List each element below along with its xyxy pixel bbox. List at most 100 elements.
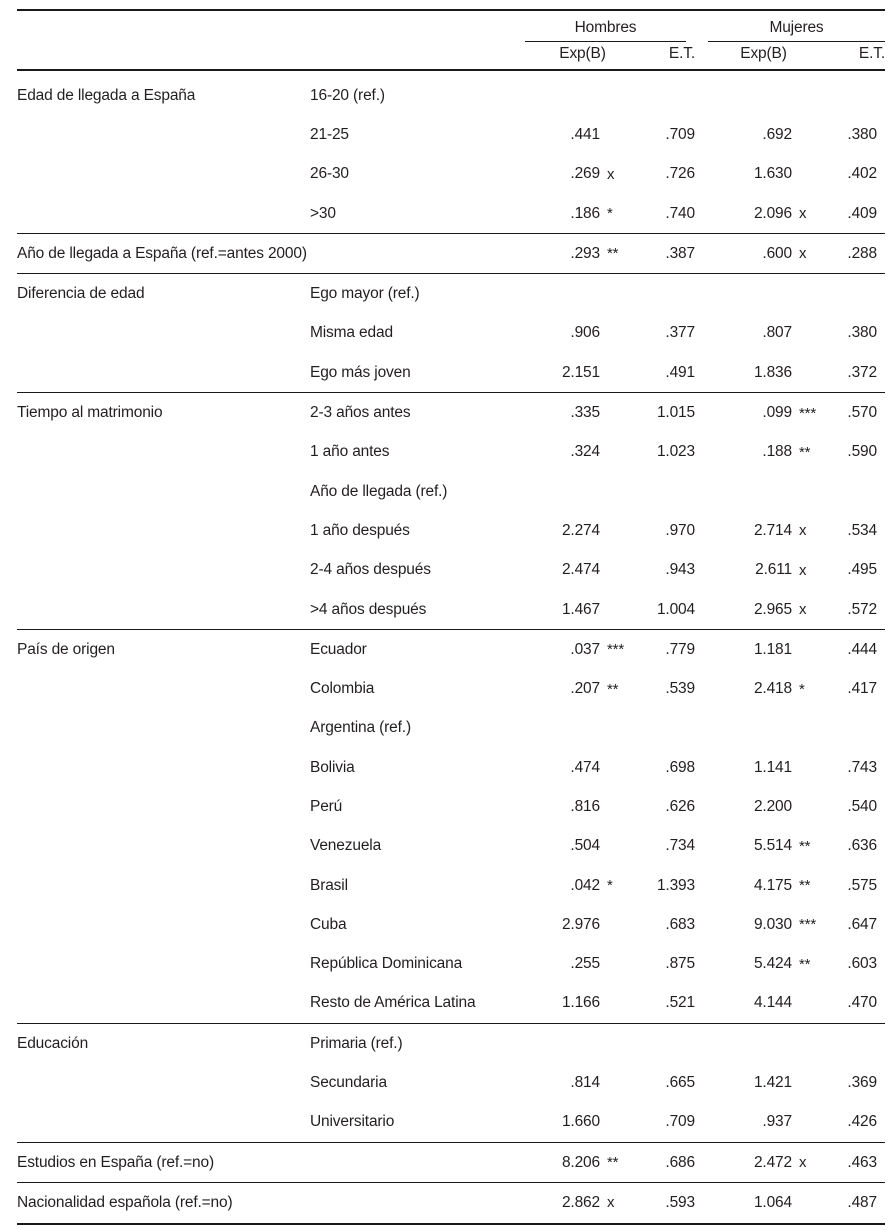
hombres-et-value: .491 xyxy=(665,363,695,381)
hombres-et-value: .521 xyxy=(665,994,695,1012)
category-label: 1 año después xyxy=(310,521,410,539)
table-header: Hombres Mujeres Exp(B) E.T. Exp(B) E.T. xyxy=(17,9,885,71)
table-section: País de origen Ecuador .037 *** .779 1.1… xyxy=(17,629,885,1023)
table-row: Colombia .207 ** .539 2.418 * .417 xyxy=(17,669,885,708)
variable-label: País de origen xyxy=(17,640,115,658)
variable-label: Tiempo al matrimonio xyxy=(17,404,163,422)
mujeres-expb-value: 2.200 xyxy=(753,797,792,815)
hombres-expb-value: 2.274 xyxy=(561,521,600,539)
mujeres-expb-value: 4.175 xyxy=(753,876,792,894)
mujeres-et-value: .534 xyxy=(847,521,877,539)
hombres-expb-value: .906 xyxy=(570,324,600,342)
category-label: Primaria (ref.) xyxy=(310,1034,403,1052)
category-label: 2-3 años antes xyxy=(310,404,411,422)
category-label: Argentina (ref.) xyxy=(310,719,411,737)
hombres-expb-value: 8.206 xyxy=(561,1153,600,1171)
category-label: Universitario xyxy=(310,1113,395,1131)
mujeres-significance-marker: x xyxy=(799,1154,807,1172)
mujeres-et-value: .444 xyxy=(847,640,877,658)
mujeres-et-value: .470 xyxy=(847,994,877,1012)
category-label: 21-25 xyxy=(310,125,349,143)
mujeres-significance-marker: ** xyxy=(799,955,811,973)
hombres-expb-value: .441 xyxy=(570,125,600,143)
hombres-expb-value: .814 xyxy=(570,1074,600,1092)
hombres-et-value: .539 xyxy=(665,680,695,698)
category-label: 26-30 xyxy=(310,165,349,183)
hombres-expb-value: .324 xyxy=(570,443,600,461)
mujeres-et-value: .575 xyxy=(847,876,877,894)
hombres-expb-value: .504 xyxy=(570,837,600,855)
category-label: República Dominicana xyxy=(310,955,463,973)
hombres-expb-value: 1.467 xyxy=(561,600,600,618)
hombres-et-value: .377 xyxy=(665,324,695,342)
table-row: 1 año después 2.274 .970 2.714 x .534 xyxy=(17,511,885,550)
category-label: >30 xyxy=(310,204,336,222)
variable-label: Nacionalidad española (ref.=no) xyxy=(17,1193,233,1211)
hombres-expb-value: .207 xyxy=(570,680,600,698)
category-label: Misma edad xyxy=(310,324,393,342)
hombres-et-value: .734 xyxy=(665,837,695,855)
hombres-expb-value: .037 xyxy=(570,640,600,658)
hombres-et-value: .683 xyxy=(665,915,695,933)
mujeres-expb-value: 9.030 xyxy=(753,915,792,933)
hombres-et-value: 1.023 xyxy=(656,443,695,461)
hombres-expb-value: .042 xyxy=(570,876,600,894)
table-section: Tiempo al matrimonio 2-3 años antes .335… xyxy=(17,392,885,629)
mujeres-expb-value: 4.144 xyxy=(753,994,792,1012)
category-label: 1 año antes xyxy=(310,443,390,461)
hombres-expb-value: 2.862 xyxy=(561,1193,600,1211)
hombres-significance-marker: ** xyxy=(607,245,619,263)
mujeres-expb-value: 2.611 xyxy=(755,561,792,579)
header-hombres-expb: Exp(B) xyxy=(559,45,606,62)
variable-label: Educación xyxy=(17,1034,89,1052)
mujeres-et-value: .743 xyxy=(847,758,877,776)
mujeres-expb-value: .692 xyxy=(762,125,792,143)
variable-label: Estudios en España (ref.=no) xyxy=(17,1153,214,1171)
hombres-significance-marker: *** xyxy=(607,641,625,659)
table-row: Secundaria .814 .665 1.421 .369 xyxy=(17,1063,885,1102)
hombres-et-value: .387 xyxy=(665,244,695,262)
hombres-expb-value: .255 xyxy=(570,955,600,973)
table-row: 21-25 .441 .709 .692 .380 xyxy=(17,115,885,154)
table-section: Educación Primaria (ref.) Secundaria .81… xyxy=(17,1023,885,1142)
mujeres-expb-value: 2.714 xyxy=(753,521,792,539)
hombres-et-value: .698 xyxy=(665,758,695,776)
variable-label: Año de llegada a España (ref.=antes 2000… xyxy=(17,244,307,262)
table-row: Misma edad .906 .377 .807 .380 xyxy=(17,314,885,353)
mujeres-et-value: .487 xyxy=(847,1193,877,1211)
category-label: Venezuela xyxy=(310,837,382,855)
mujeres-et-value: .426 xyxy=(847,1113,877,1131)
hombres-et-value: .943 xyxy=(665,561,695,579)
mujeres-et-value: .647 xyxy=(847,915,877,933)
hombres-significance-marker: x xyxy=(607,1194,615,1212)
hombres-et-value: .709 xyxy=(665,1113,695,1131)
mujeres-expb-value: 1.181 xyxy=(753,640,792,658)
category-label: Brasil xyxy=(310,876,348,894)
category-label: Ego más joven xyxy=(310,363,411,381)
mujeres-et-value: .463 xyxy=(847,1153,877,1171)
mujeres-et-value: .402 xyxy=(847,165,877,183)
mujeres-et-value: .540 xyxy=(847,797,877,815)
table-row: Edad de llegada a España 16-20 (ref.) xyxy=(17,76,885,115)
table-section: Diferencia de edad Ego mayor (ref.) Mism… xyxy=(17,273,885,392)
column-group-mujeres-label: Mujeres xyxy=(708,19,885,42)
mujeres-significance-marker: * xyxy=(799,680,805,698)
variable-label: Edad de llegada a España xyxy=(17,86,196,104)
hombres-et-value: 1.393 xyxy=(656,876,695,894)
hombres-expb-value: 2.976 xyxy=(561,915,600,933)
hombres-expb-value: 2.151 xyxy=(561,363,600,381)
table-body: Edad de llegada a España 16-20 (ref.) 21… xyxy=(17,71,885,1225)
mujeres-expb-value: 1.141 xyxy=(753,758,792,776)
table-row: Ego más joven 2.151 .491 1.836 .372 xyxy=(17,353,885,392)
mujeres-et-value: .288 xyxy=(847,244,877,262)
mujeres-et-value: .572 xyxy=(847,600,877,618)
mujeres-expb-value: 1.064 xyxy=(753,1193,792,1211)
hombres-et-value: .726 xyxy=(665,165,695,183)
mujeres-et-value: .603 xyxy=(847,955,877,973)
mujeres-expb-value: 5.424 xyxy=(753,955,792,973)
hombres-et-value: .665 xyxy=(665,1074,695,1092)
table-row: Educación Primaria (ref.) xyxy=(17,1024,885,1063)
table-row: Estudios en España (ref.=no) 8.206 ** .6… xyxy=(17,1143,885,1182)
mujeres-expb-value: 1.836 xyxy=(753,363,792,381)
